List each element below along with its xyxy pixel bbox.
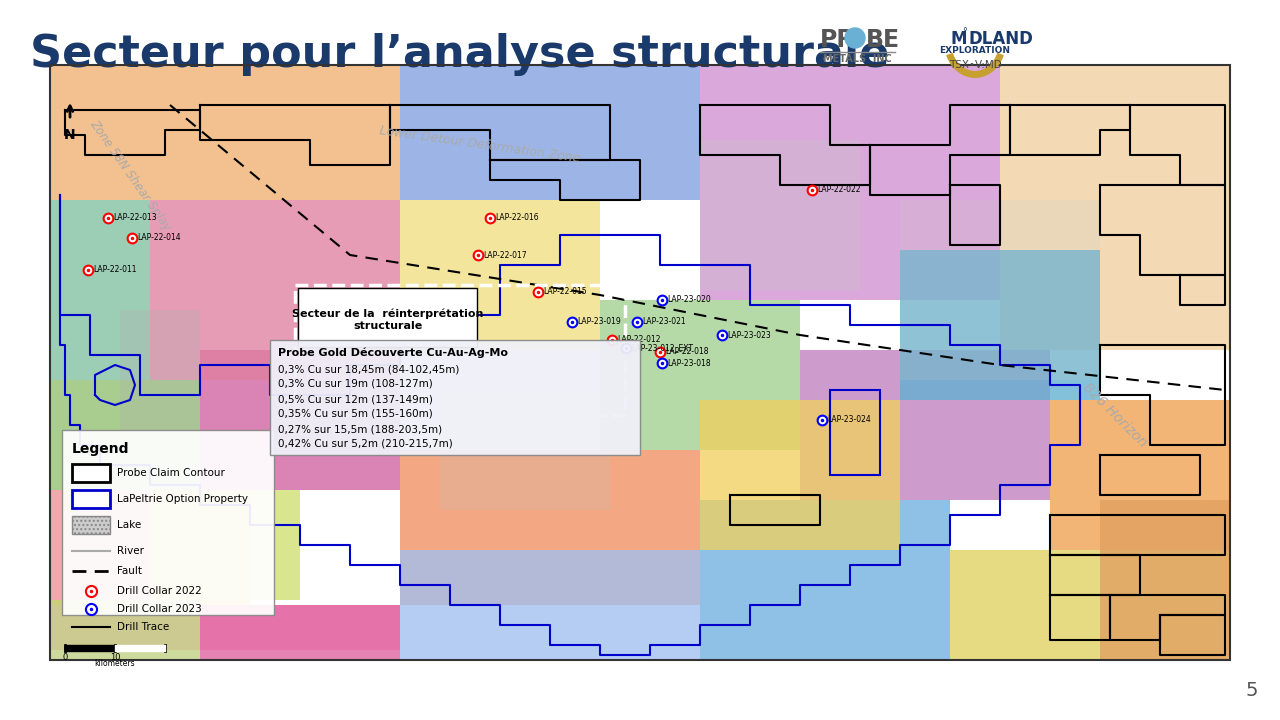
Bar (829, 390, 881, 475)
FancyBboxPatch shape (298, 288, 477, 347)
Text: BE: BE (867, 28, 900, 52)
Bar (50, 605, 399, 650)
Text: LAP-22-016: LAP-22-016 (495, 214, 539, 222)
Text: 0,5% Cu sur 12m (137-149m): 0,5% Cu sur 12m (137-149m) (278, 394, 433, 404)
Text: °: ° (963, 27, 966, 37)
Bar (50, 200, 150, 380)
Bar (700, 65, 1000, 300)
Bar (200, 350, 399, 490)
Text: LAP-23-020: LAP-23-020 (667, 295, 710, 305)
Bar (50, 65, 399, 200)
Bar (440, 390, 611, 510)
Text: Secteur de la  réinterprétation
structurale: Secteur de la réinterprétation structura… (292, 309, 484, 331)
Text: Drill Collar 2023: Drill Collar 2023 (116, 604, 202, 614)
Text: 5: 5 (1245, 681, 1258, 700)
Bar (120, 310, 200, 430)
Bar (61, 430, 274, 615)
Bar (399, 550, 700, 660)
Bar (700, 500, 950, 660)
Text: LAP-22-015: LAP-22-015 (543, 287, 586, 297)
Bar (72, 464, 110, 482)
Bar (270, 340, 640, 455)
Text: 0,3% Cu sur 18,45m (84-102,45m): 0,3% Cu sur 18,45m (84-102,45m) (278, 364, 460, 374)
Bar (900, 200, 1100, 380)
Text: DLAND: DLAND (968, 30, 1033, 48)
Text: EXPLORATION: EXPLORATION (940, 46, 1010, 55)
Bar (1100, 500, 1230, 660)
Bar (600, 300, 800, 450)
Bar (1050, 400, 1230, 550)
Bar (72, 516, 110, 534)
Text: Lower Detour Deformation Zone: Lower Detour Deformation Zone (379, 125, 581, 166)
Text: TSX•V:MD: TSX•V:MD (948, 60, 1001, 70)
Text: Probe Claim Contour: Probe Claim Contour (116, 468, 225, 478)
Text: LAP-23-023: LAP-23-023 (727, 330, 771, 340)
Bar (50, 380, 200, 490)
Text: Drill Trace: Drill Trace (116, 622, 169, 632)
Text: River: River (116, 546, 143, 556)
Bar (72, 490, 110, 508)
Text: LAP-23-024: LAP-23-024 (827, 415, 870, 425)
Bar (50, 600, 200, 660)
Text: Secteur pour l’analyse structurale: Secteur pour l’analyse structurale (29, 34, 890, 76)
Text: LAP-22-012: LAP-22-012 (617, 336, 660, 344)
Text: LAP-22-011: LAP-22-011 (93, 266, 137, 274)
Text: N: N (64, 128, 76, 142)
Bar (150, 490, 300, 600)
Text: Legend: Legend (72, 442, 129, 456)
Text: LAP-23-012_EXT: LAP-23-012_EXT (631, 343, 692, 353)
Text: LAP-22-013: LAP-22-013 (113, 214, 156, 222)
Text: B26 Horizon: B26 Horizon (1080, 380, 1149, 450)
Text: Lake: Lake (116, 520, 141, 530)
Bar (50, 490, 150, 600)
Text: 0,27% sur 15,5m (188-203,5m): 0,27% sur 15,5m (188-203,5m) (278, 424, 442, 434)
Bar (399, 450, 700, 605)
Text: Zone 58N Shear Splay: Zone 58N Shear Splay (87, 117, 173, 233)
Bar (800, 350, 1050, 500)
Circle shape (845, 28, 865, 48)
Bar (950, 550, 1230, 660)
Bar (294, 285, 625, 415)
Text: LAP-22-014: LAP-22-014 (137, 233, 180, 243)
Text: PR: PR (820, 28, 855, 52)
Text: 0,42% Cu sur 5,2m (210-215,7m): 0,42% Cu sur 5,2m (210-215,7m) (278, 439, 453, 449)
Bar (900, 250, 1100, 400)
Text: LAP-22-017: LAP-22-017 (483, 251, 526, 259)
Text: LAP-23-019: LAP-23-019 (577, 318, 621, 326)
Text: M: M (950, 30, 966, 48)
Bar (150, 200, 399, 380)
Text: LAP-23-018: LAP-23-018 (667, 359, 710, 367)
Bar (700, 140, 860, 290)
Bar (200, 605, 399, 660)
Text: kilometers: kilometers (95, 659, 136, 668)
Text: METALS  INC: METALS INC (823, 54, 891, 64)
Text: LAP-22-022: LAP-22-022 (817, 186, 860, 194)
Text: Drill Collar 2022: Drill Collar 2022 (116, 586, 202, 596)
Text: LaPeltrie Option Property: LaPeltrie Option Property (116, 494, 248, 504)
Text: 0: 0 (63, 653, 68, 662)
Bar (700, 400, 900, 550)
Text: 10: 10 (110, 653, 120, 662)
Text: LAP-22-018: LAP-22-018 (666, 348, 709, 356)
Text: 0,3% Cu sur 19m (108-127m): 0,3% Cu sur 19m (108-127m) (278, 379, 433, 389)
Text: Probe Gold Découverte Cu-Au-Ag-Mo: Probe Gold Découverte Cu-Au-Ag-Mo (278, 348, 508, 359)
Bar (1000, 65, 1230, 350)
Bar (50, 65, 1230, 660)
Text: Fault: Fault (116, 566, 142, 576)
Bar (399, 65, 700, 200)
Text: 0,35% Cu sur 5m (155-160m): 0,35% Cu sur 5m (155-160m) (278, 409, 433, 419)
Bar (399, 200, 600, 350)
Text: LAP-23-021: LAP-23-021 (643, 318, 686, 326)
Bar (50, 490, 250, 605)
